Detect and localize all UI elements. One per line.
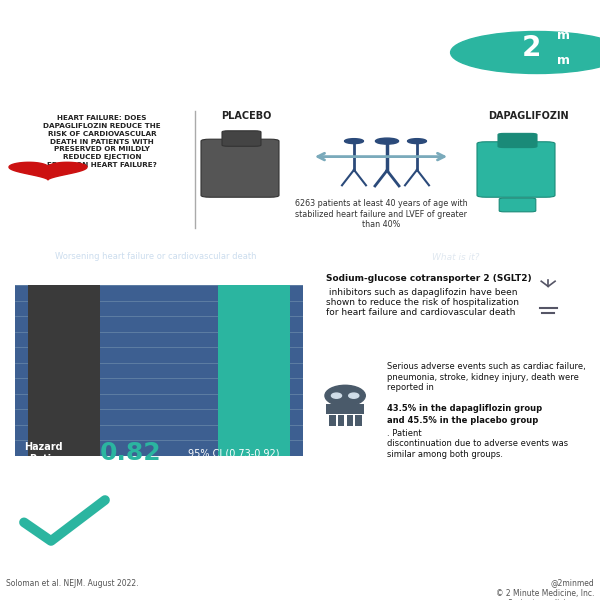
Ellipse shape (325, 385, 365, 406)
Text: failure or cardiovascular death among patients: failure or cardiovascular death among pa… (12, 50, 402, 65)
Text: Dapaglifozin reduced risk of worsening heart: Dapaglifozin reduced risk of worsening h… (12, 21, 386, 36)
Text: Hazard
Ratio: Hazard Ratio (25, 442, 63, 464)
Text: Dapaglifozin reduced the risk of worsening heart failure or cardiovascular: Dapaglifozin reduced the risk of worseni… (126, 491, 590, 501)
FancyBboxPatch shape (326, 404, 364, 414)
Ellipse shape (451, 31, 600, 73)
Text: heart failure.: heart failure. (126, 535, 209, 545)
Text: m: m (557, 55, 571, 67)
Text: . Patient
discontinuation due to adverse events was
similar among both groups.: . Patient discontinuation due to adverse… (387, 429, 568, 459)
FancyBboxPatch shape (222, 131, 261, 146)
FancyBboxPatch shape (201, 139, 279, 197)
Text: PLACEBO: PLACEBO (221, 112, 271, 121)
Text: PRIMARY OUTCOME: PRIMARY OUTCOME (83, 238, 229, 251)
Ellipse shape (331, 393, 341, 398)
FancyBboxPatch shape (355, 415, 362, 425)
Text: 2: 2 (521, 34, 541, 62)
Text: DAPAGLIFOZIN: DAPAGLIFOZIN (488, 112, 568, 121)
Text: ADVERSE EVENTS: ADVERSE EVENTS (397, 339, 515, 352)
FancyBboxPatch shape (499, 198, 536, 212)
Text: and 45.5% in the placebo group: and 45.5% in the placebo group (387, 416, 538, 425)
Ellipse shape (344, 139, 364, 143)
Text: death among patients with mildly reduced or preserved ejection fraction: death among patients with mildly reduced… (126, 513, 582, 523)
FancyBboxPatch shape (347, 415, 353, 425)
Text: DAPAGLIFOZIN: DAPAGLIFOZIN (404, 238, 508, 251)
Text: Serious adverse events such as cardiac failure,
pneumonia, stroke, kidney injury: Serious adverse events such as cardiac f… (387, 362, 586, 392)
Text: Soloman et al. NEJM. August 2022.: Soloman et al. NEJM. August 2022. (6, 578, 139, 587)
Bar (28, 0, 100, 456)
Text: 43.5% in the dapagliflozin group: 43.5% in the dapagliflozin group (387, 404, 542, 413)
Text: m: m (557, 29, 571, 42)
Text: 95% CI (0.73-0.92): 95% CI (0.73-0.92) (188, 448, 280, 458)
Ellipse shape (407, 139, 427, 143)
Text: inhibitors such as dapaglifozin have been
shown to reduce the risk of hospitaliz: inhibitors such as dapaglifozin have bee… (326, 287, 520, 317)
Text: @2minmed
© 2 Minute Medicine, Inc.
www.2minutemedicine.com: @2minmed © 2 Minute Medicine, Inc. www.2… (488, 578, 594, 600)
Text: HEART FAILURE: DOES
DAPAGLIFLOZIN REDUCE THE
RISK OF CARDIOVASCULAR
DEATH IN PAT: HEART FAILURE: DOES DAPAGLIFLOZIN REDUCE… (43, 115, 161, 168)
Ellipse shape (376, 138, 398, 144)
FancyBboxPatch shape (477, 142, 555, 197)
Text: What is it?: What is it? (433, 253, 479, 262)
Text: Sodium-glucose cotransporter 2 (SGLT2): Sodium-glucose cotransporter 2 (SGLT2) (326, 274, 532, 283)
FancyBboxPatch shape (329, 415, 335, 425)
Polygon shape (9, 162, 87, 180)
Ellipse shape (349, 393, 359, 398)
FancyBboxPatch shape (338, 415, 344, 425)
FancyBboxPatch shape (498, 133, 537, 148)
Text: Worsening heart failure or cardiovascular death: Worsening heart failure or cardiovascula… (55, 252, 257, 261)
Text: 6263 patients at least 40 years of age with
stabilized heart failure and LVEF of: 6263 patients at least 40 years of age w… (295, 199, 467, 229)
Bar (218, 0, 290, 456)
Text: with preserved ejection fraction heart failure: with preserved ejection fraction heart f… (12, 80, 387, 95)
Text: 0.82: 0.82 (100, 441, 162, 465)
